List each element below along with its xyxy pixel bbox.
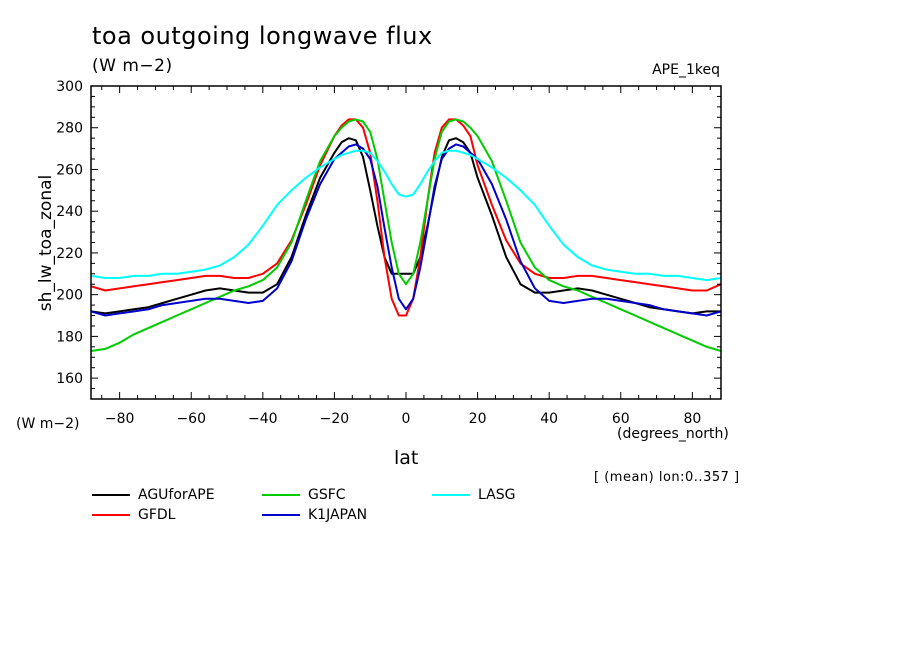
x-tick-label: 60 [612, 411, 630, 427]
x-tick-label: 0 [402, 411, 411, 427]
legend-label: GSFC [308, 487, 346, 503]
legend-label: GFDL [138, 507, 176, 523]
y-tick-label: 280 [56, 121, 83, 137]
legend-label: AGUforAPE [138, 487, 215, 503]
y-tick-label: 260 [56, 162, 83, 178]
legend-swatch [262, 494, 300, 496]
y-tick-label: 220 [56, 246, 83, 262]
series-lines [90, 118, 722, 352]
y-tick-label: 200 [56, 288, 83, 304]
x-tick-label: 20 [469, 411, 487, 427]
series-line-gfdl [90, 118, 722, 317]
legend-swatch [262, 514, 300, 516]
legend-item-aguforape: AGUforAPE [92, 487, 215, 503]
y-tick-label: 160 [56, 371, 83, 387]
x-tick-label: −60 [176, 411, 206, 427]
x-tick-label: 40 [540, 411, 558, 427]
series-line-lasg [90, 149, 722, 282]
y-tick-label: 300 [56, 79, 83, 95]
legend-item-gfdl: GFDL [92, 507, 175, 523]
y-tick-label: 240 [56, 204, 83, 220]
region-note: [ (mean) lon:0..357 ] [594, 470, 740, 485]
x-tick-label: −40 [248, 411, 278, 427]
legend-swatch [92, 494, 130, 496]
series-line-aguforape [90, 137, 721, 315]
tick-labels: −80 −60 −40 −20 0 20 40 60 80 160 180 200 220 240 260 2… [56, 79, 701, 427]
legend-item-k1japan: K1JAPAN [262, 507, 367, 523]
chart-title: toa outgoing longwave flux [92, 22, 433, 50]
plot-frame [90, 85, 722, 400]
x-axis-unit: (degrees_north) [617, 426, 729, 442]
axis-ticks [91, 86, 721, 399]
experiment-label: APE_1keq [652, 62, 720, 78]
series-line-k1japan [90, 143, 722, 317]
x-tick-label: −80 [105, 411, 135, 427]
series-line-gsfc [90, 118, 722, 352]
legend-swatch [432, 494, 470, 496]
legend-item-gsfc: GSFC [262, 487, 346, 503]
legend-item-lasg: LASG [432, 487, 515, 503]
chart-units: (W m−2) [92, 56, 173, 76]
y-axis-unit: (W m−2) [16, 416, 80, 432]
x-tick-label: −20 [320, 411, 350, 427]
x-axis-label: lat [394, 447, 419, 469]
legend-swatch [92, 514, 130, 516]
x-tick-label: 80 [683, 411, 701, 427]
legend-label: K1JAPAN [308, 507, 368, 523]
y-tick-label: 180 [56, 329, 83, 345]
legend-label: LASG [478, 487, 516, 503]
